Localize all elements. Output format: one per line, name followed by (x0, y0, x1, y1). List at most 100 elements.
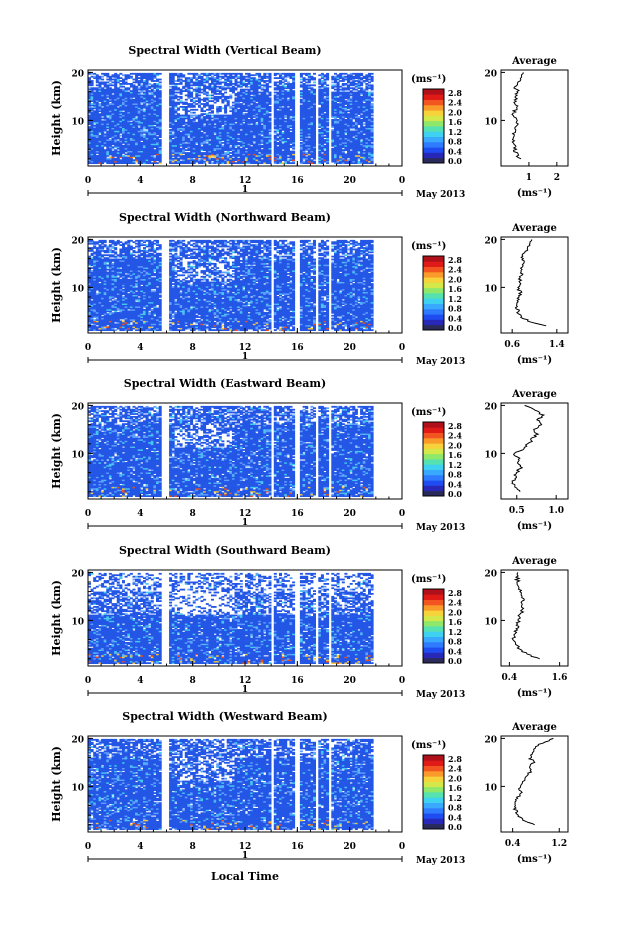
heatmap-cell (130, 76, 133, 78)
heatmap-cell (101, 87, 104, 89)
heatmap-cell (125, 82, 128, 84)
heatmap-cell (122, 145, 125, 147)
heatmap-cell (96, 155, 99, 157)
heatmap-cell (135, 86, 138, 88)
heatmap-cell (151, 89, 154, 91)
heatmap-cell (93, 87, 96, 89)
heatmap-cell (148, 83, 151, 85)
heatmap-cell (96, 74, 99, 76)
panel-1: Spectral Width (Vertical Beam)2010Height… (50, 44, 568, 200)
heatmap-cell (106, 84, 109, 86)
heatmap-cell (109, 139, 112, 141)
heatmap-cell (119, 83, 122, 85)
heatmap-cell (106, 82, 109, 84)
heatmap-cell (112, 151, 115, 153)
heatmap-cell (117, 107, 120, 109)
heatmap-cell (109, 103, 112, 105)
heatmap-cell (114, 73, 117, 75)
heatmap-cell (130, 73, 133, 75)
heatmap-cell (109, 76, 112, 78)
heatmap-cell (119, 73, 122, 75)
heatmap-cell (122, 79, 125, 81)
heatmap-cell (91, 107, 94, 109)
heatmap-cell (104, 89, 107, 91)
heatmap-cell (143, 73, 146, 75)
heatmap-cell (112, 89, 115, 91)
heatmap-cell (148, 90, 151, 92)
heatmap-cell (91, 76, 94, 78)
heatmap-cell (91, 87, 94, 89)
heatmap-cell (138, 73, 141, 75)
heatmap-cell (133, 99, 136, 101)
heatmap-cell (112, 84, 115, 86)
heatmap-cell (106, 73, 109, 75)
heatmap-cells (88, 73, 374, 164)
heatmap-cell (104, 149, 107, 151)
heatmap-cell (151, 84, 154, 86)
heatmap-cell (133, 82, 136, 84)
heatmap-cell (93, 73, 96, 75)
heatmap-cell (93, 125, 96, 127)
heatmap-cell (127, 83, 130, 85)
heatmap-cell (127, 92, 130, 94)
heatmap-cell (140, 95, 143, 97)
heatmap-cell (125, 156, 128, 158)
heatmap-cell (143, 131, 146, 133)
heatmap-cell (122, 155, 125, 157)
heatmap-cell (106, 158, 109, 160)
heatmap-cell (99, 113, 102, 115)
heatmap-cell (122, 74, 125, 76)
heatmap-cell (106, 131, 109, 133)
heatmap-cell (101, 118, 104, 120)
heatmap-cell (130, 83, 133, 85)
heatmap-cell (148, 86, 151, 88)
heatmap-cell (119, 80, 122, 82)
heatmap-cell (130, 122, 133, 124)
heatmap-cell (101, 107, 104, 109)
heatmap-cell (119, 135, 122, 137)
heatmap-cell (138, 77, 141, 79)
heatmap-cell (153, 149, 156, 151)
heatmap-cell (135, 73, 138, 75)
heatmap-cell (119, 77, 122, 79)
heatmap-cell (125, 154, 128, 156)
heatmap-cell (125, 74, 128, 76)
heatmap-cell (104, 133, 107, 135)
heatmap-cell (133, 73, 136, 75)
heatmap-cell (143, 135, 146, 137)
heatmap-cell (93, 92, 96, 94)
heatmap-cell (143, 110, 146, 112)
heatmap-cell (104, 73, 107, 75)
heatmap-cell (112, 79, 115, 81)
heatmap-cell (125, 87, 128, 89)
heatmap-cell (138, 80, 141, 82)
heatmap-cell (114, 158, 117, 160)
heatmap-cell (109, 87, 112, 89)
heatmap-cell (101, 82, 104, 84)
heatmap-cell (101, 79, 104, 81)
heatmap-cell (91, 80, 94, 82)
heatmap-cell (114, 149, 117, 151)
heatmap-cell (106, 79, 109, 81)
heatmap-cell (99, 82, 102, 84)
heatmap-cell (140, 105, 143, 107)
heatmap-cell (99, 103, 102, 105)
heatmap-cell (146, 73, 149, 75)
heatmap-cell (101, 73, 104, 75)
heatmap-cell (112, 74, 115, 76)
figure: Spectral Width (Vertical Beam)2010Height… (0, 0, 621, 929)
heatmap-cell (109, 83, 112, 85)
heatmap-cell (96, 87, 99, 89)
heatmap-cell (151, 73, 154, 75)
heatmap-cell (127, 87, 130, 89)
heatmap-cell (122, 89, 125, 91)
heatmap-cell (148, 73, 151, 75)
heatmap-cell (138, 87, 141, 89)
heatmap-cell (135, 118, 138, 120)
heatmap-cell (93, 76, 96, 78)
heatmap-cell (153, 156, 156, 158)
heatmap-cell (146, 131, 149, 133)
heatmap-cell (106, 118, 109, 120)
heatmap-cell (146, 105, 149, 107)
heatmap-cell (122, 86, 125, 88)
